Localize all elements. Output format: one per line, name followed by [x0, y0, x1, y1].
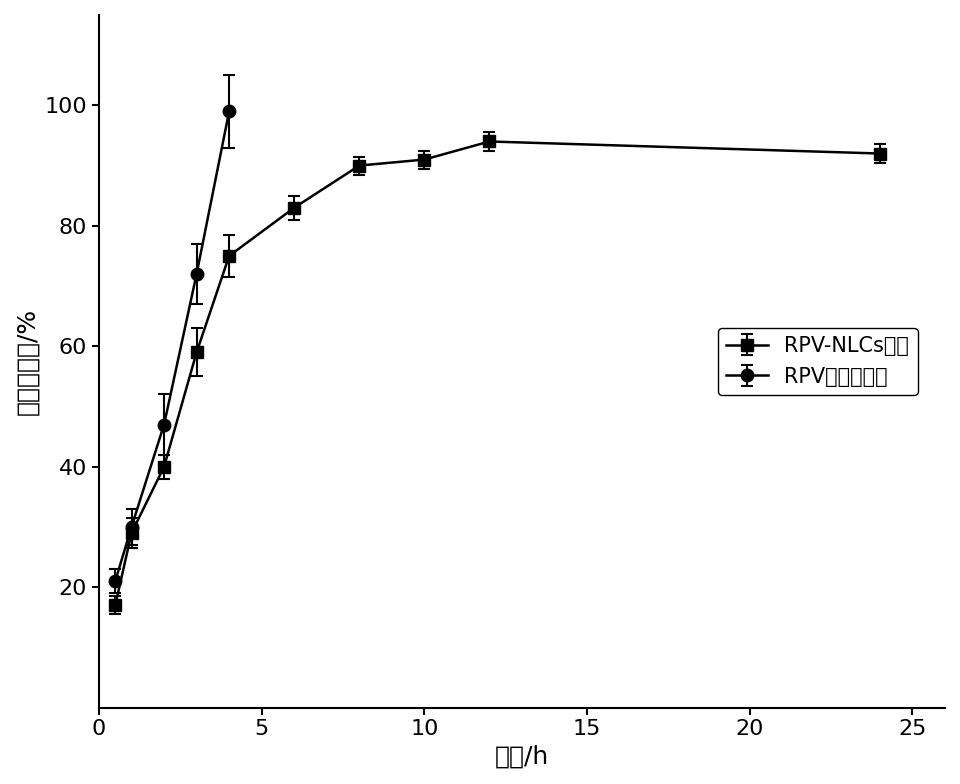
Legend: RPV-NLCs制剂, RPV丙二醇溶液: RPV-NLCs制剂, RPV丙二醇溶液 [718, 328, 918, 395]
X-axis label: 时间/h: 时间/h [494, 745, 549, 769]
Y-axis label: 累积解放率/%: 累积解放率/% [15, 308, 39, 415]
